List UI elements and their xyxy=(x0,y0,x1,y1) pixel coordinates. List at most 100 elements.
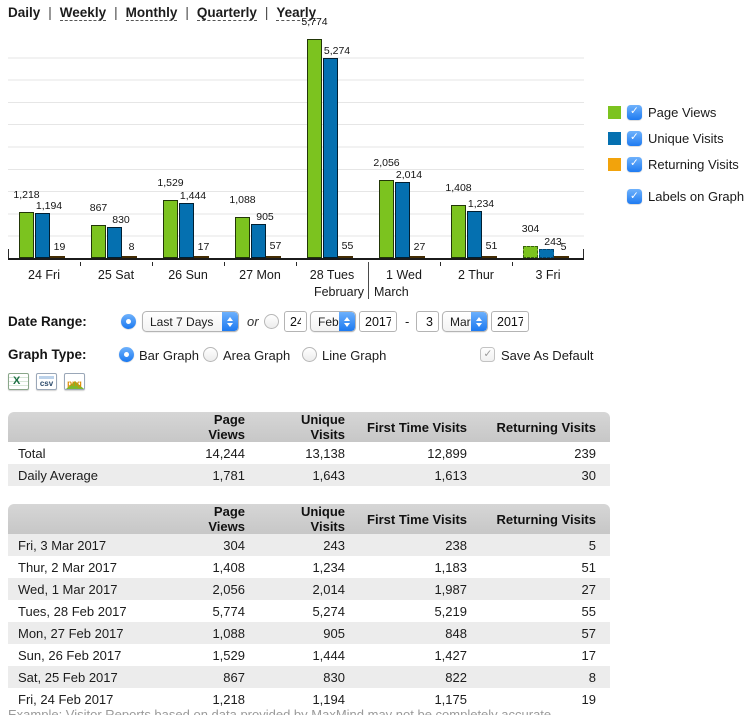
month-separator xyxy=(368,262,369,299)
row-label: Daily Average xyxy=(8,464,168,486)
row-value: 1,444 xyxy=(312,647,345,663)
row-value: 1,529 xyxy=(212,647,245,663)
chart-group-25-sat: 867 830 8 xyxy=(80,37,152,258)
column-header-unique-visits: Unique Visits xyxy=(253,504,353,534)
bar-value-label: 55 xyxy=(341,240,354,252)
table-row-fri-3-mar-2017: Fri, 3 Mar 2017 304 243 238 5 xyxy=(8,534,610,556)
bar-value-label: 8 xyxy=(128,241,135,253)
bar-value-label: 867 xyxy=(89,202,108,214)
row-value: 238 xyxy=(353,534,475,556)
chart-group-28-tues: 5,774 5,274 55 xyxy=(296,16,368,258)
daily-table-header: Page Views Unique Visits First Time Visits… xyxy=(8,504,610,534)
legend-label: Unique Visits xyxy=(648,130,724,146)
save-as-default-checkbox[interactable] xyxy=(480,347,495,362)
table-row-daily-average: Daily Average 1,781 1,643 1,613 30 xyxy=(8,464,610,486)
row-label: Sun, 26 Feb 2017 xyxy=(18,647,122,663)
legend-checkbox-returning-visits[interactable] xyxy=(627,156,642,172)
month-label-empty xyxy=(152,285,224,299)
month-label-empty xyxy=(224,285,296,299)
month-label-empty xyxy=(512,285,584,299)
nav-weekly[interactable]: Weekly xyxy=(59,5,107,21)
to-year-input[interactable] xyxy=(491,311,529,332)
row-value: 5,774 xyxy=(212,603,245,619)
date-range-row: Date Range: Last 7 Days or Feb - Mar xyxy=(8,311,588,333)
export-png-icon[interactable]: png xyxy=(64,373,85,390)
axis-tick xyxy=(296,262,297,266)
bar-page-views xyxy=(451,205,466,258)
preset-range-select[interactable]: Last 7 Days xyxy=(142,311,239,332)
to-day-input[interactable] xyxy=(416,311,439,332)
row-label: Fri, 3 Mar 2017 xyxy=(8,534,168,556)
row-value: 51 xyxy=(581,559,596,575)
axis-end-tick xyxy=(8,249,9,258)
chart-plot: 1,218 1,194 19 867 830 8 1,529 1,444 17 1,088 905 5… xyxy=(8,16,584,260)
nav-quarterly[interactable]: Quarterly xyxy=(196,5,257,21)
from-month-value: Feb xyxy=(318,314,339,329)
x-axis-label: 25 Sat xyxy=(97,268,135,282)
legend-checkbox-unique-visits[interactable] xyxy=(627,130,642,146)
chart-group-3-fri: 304 243 5 xyxy=(512,37,584,258)
row-label: Total xyxy=(18,445,46,461)
from-day-input[interactable] xyxy=(284,311,307,332)
row-value: 1,175 xyxy=(434,691,467,707)
bar-value-label: 2,014 xyxy=(395,169,423,181)
from-month-select[interactable]: Feb xyxy=(310,311,356,332)
custom-range-radio[interactable] xyxy=(264,314,279,329)
row-value: 1,781 xyxy=(168,464,253,486)
export-excel-icon[interactable] xyxy=(8,373,29,390)
row-value: 2,014 xyxy=(253,578,353,600)
labels-on-graph-label: Labels on Graph xyxy=(648,189,745,204)
row-value: 57 xyxy=(475,622,610,644)
nav-separator: | xyxy=(264,5,269,20)
area-graph-radio[interactable] xyxy=(203,347,218,362)
bar-value-label: 2,056 xyxy=(373,157,400,169)
to-month-select[interactable]: Mar xyxy=(442,311,488,332)
nav-daily: Daily xyxy=(8,5,41,20)
column-header-page-views: Page Views xyxy=(168,412,253,442)
legend-checkbox-page-views[interactable] xyxy=(627,104,642,120)
row-value: 1,427 xyxy=(434,647,467,663)
table-row-total: Total 14,244 13,138 12,899 239 xyxy=(8,442,610,464)
x-axis-label: 28 Tues xyxy=(309,268,355,282)
bar-page-views xyxy=(19,212,34,258)
line-graph-label: Line Graph xyxy=(322,348,387,363)
axis-tick xyxy=(152,262,153,266)
row-value: 867 xyxy=(168,666,253,688)
row-label: Sat, 25 Feb 2017 xyxy=(8,666,168,688)
bar-value-label: 1,408 xyxy=(445,182,472,194)
export-csv-icon[interactable]: csv xyxy=(36,373,57,390)
bar-chart: 1,218 1,194 19 867 830 8 1,529 1,444 17 1,088 905 5… xyxy=(8,16,584,299)
preset-range-radio[interactable] xyxy=(121,314,136,329)
table-row-fri-24-feb-2017: Fri, 24 Feb 2017 1,218 1,194 1,175 19 xyxy=(8,688,610,710)
nav-yearly[interactable]: Yearly xyxy=(276,5,317,21)
nav-monthly[interactable]: Monthly xyxy=(125,5,178,21)
bar-page-views xyxy=(523,246,538,258)
month-label-march: March xyxy=(374,285,409,299)
bar-returning-visits xyxy=(50,256,65,258)
stepper-icon xyxy=(471,312,487,331)
bar-unique-visits xyxy=(322,58,338,258)
labels-on-graph-checkbox[interactable] xyxy=(627,189,642,204)
from-year-input[interactable] xyxy=(359,311,397,332)
bar-unique-visits xyxy=(394,182,410,258)
bar-value-label: 1,218 xyxy=(13,189,40,201)
axis-tick xyxy=(512,262,513,266)
x-axis-label: 1 Wed xyxy=(386,268,422,282)
x-axis-label: 3 Fri xyxy=(535,268,561,282)
row-value: 1,088 xyxy=(168,622,253,644)
legend-swatch-icon xyxy=(608,157,621,171)
bar-returning-visits xyxy=(410,256,425,258)
bar-value-label: 19 xyxy=(53,241,66,253)
bar-unique-visits xyxy=(538,249,554,258)
row-value: 5,274 xyxy=(312,603,345,619)
bar-graph-radio[interactable] xyxy=(119,347,134,362)
row-value: 8 xyxy=(475,666,610,688)
labels-on-graph-row: Labels on Graph xyxy=(627,189,744,204)
daily-table-body: Fri, 3 Mar 2017 304 243 238 5 Thur, 2 Mar 201… xyxy=(8,534,610,710)
row-label: Mon, 27 Feb 2017 xyxy=(8,622,168,644)
table-row-sun-26-feb-2017: Sun, 26 Feb 2017 1,529 1,444 1,427 17 xyxy=(8,644,610,666)
chart-month-labels: February March xyxy=(8,285,584,299)
date-range-label: Date Range: xyxy=(8,314,87,329)
line-graph-radio[interactable] xyxy=(302,347,317,362)
row-value: 55 xyxy=(581,603,596,619)
